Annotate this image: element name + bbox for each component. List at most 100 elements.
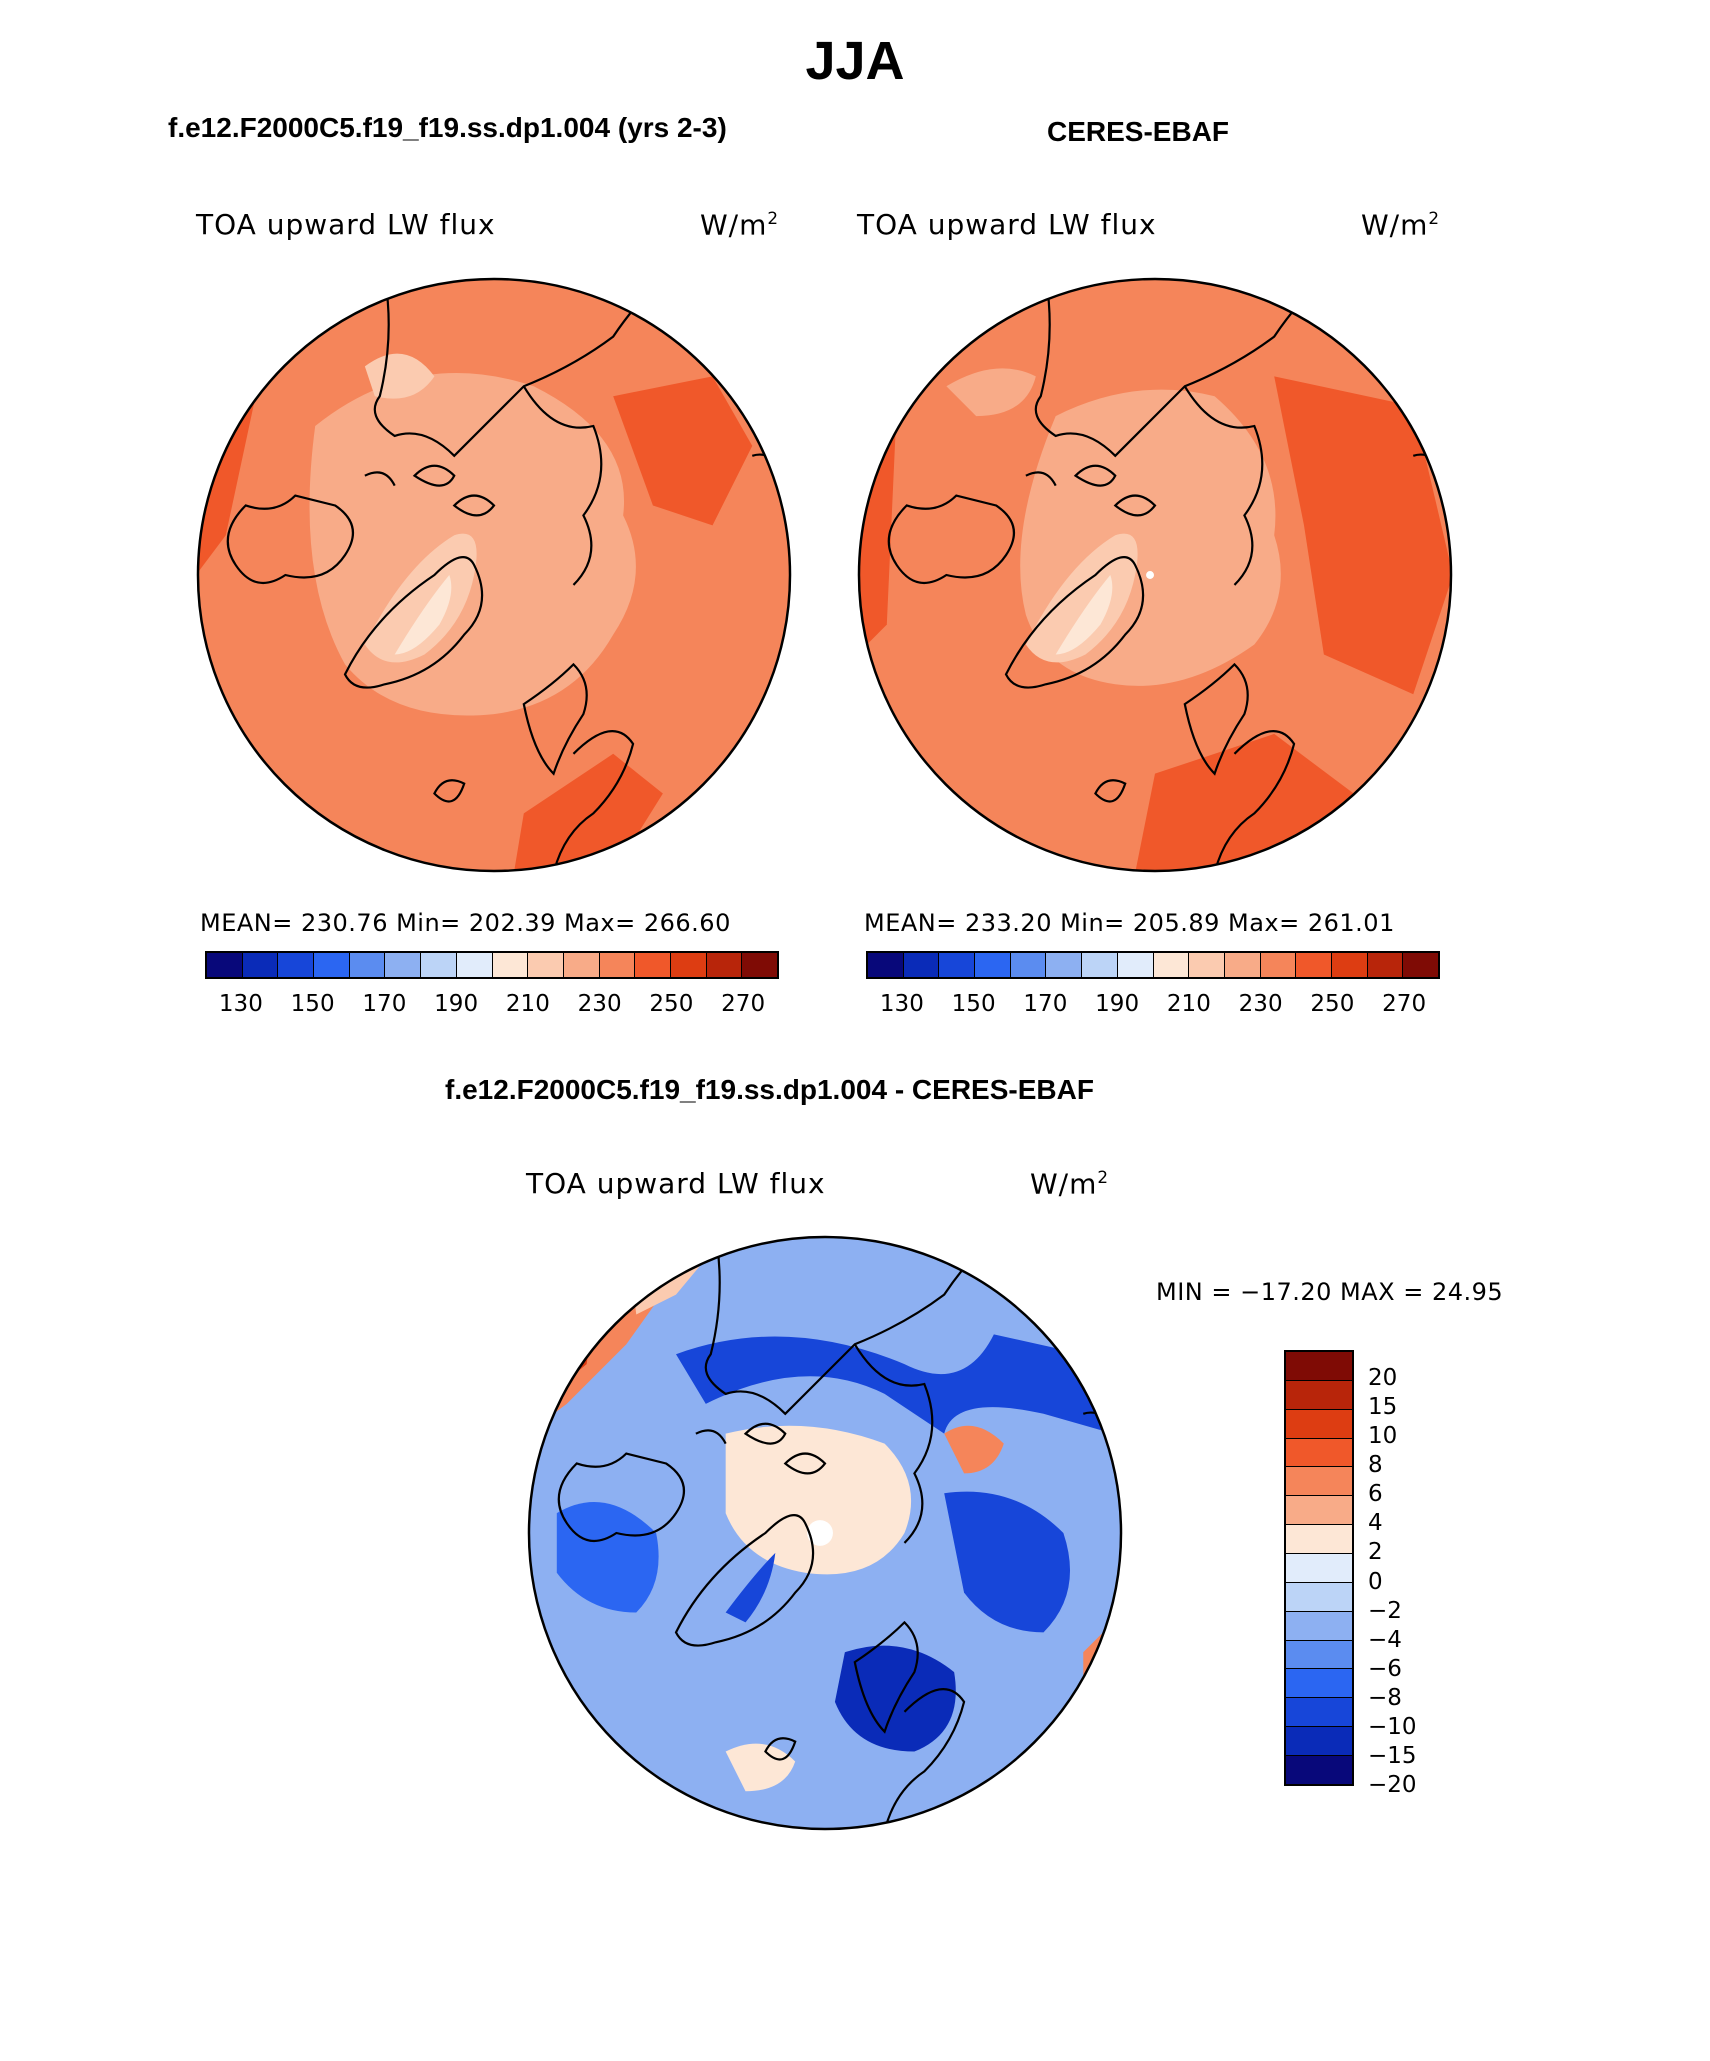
colorbar-cell xyxy=(1260,953,1297,977)
colorbar-cell xyxy=(278,953,315,977)
colorbar-tick-label: 250 xyxy=(649,991,694,1017)
colorbar-tick-label: 250 xyxy=(1310,991,1355,1017)
colorbar-tick-label: 6 xyxy=(1368,1481,1383,1508)
negative-anomaly-region xyxy=(556,1501,659,1613)
diff-panel-polar-map xyxy=(527,1235,1123,1831)
colorbar-cell xyxy=(706,953,743,977)
colorbar-cell xyxy=(1286,1698,1352,1728)
colorbar-tick-label: −15 xyxy=(1368,1742,1417,1769)
colorbar-cell xyxy=(868,953,904,977)
colorbar-cell xyxy=(421,953,457,977)
colorbar-cell xyxy=(1010,953,1047,977)
colorbar-tick-label: −20 xyxy=(1368,1772,1417,1798)
colorbar-cell xyxy=(314,953,350,977)
diff-panel-stats: MIN = −17.20 MAX = 24.95 xyxy=(1156,1278,1504,1306)
colorbar-tick-label: −10 xyxy=(1368,1713,1417,1740)
colorbar-cell xyxy=(1367,953,1404,977)
colorbar-cell xyxy=(1286,1611,1352,1641)
colorbar-cell xyxy=(939,953,976,977)
colorbar-cell xyxy=(1286,1496,1352,1526)
colorbar-cell xyxy=(1117,953,1154,977)
colorbar-cell xyxy=(1286,1438,1352,1468)
colorbar-cell xyxy=(742,953,777,977)
colorbar-cell xyxy=(903,953,940,977)
colorbar-cell xyxy=(207,953,243,977)
panel-2-units-label: W/m2 xyxy=(1361,208,1441,242)
colorbar-cell xyxy=(456,953,493,977)
colorbar-tick-label: −4 xyxy=(1368,1626,1402,1653)
colorbar-tick-label: 20 xyxy=(1368,1365,1398,1392)
colorbar-cell xyxy=(1286,1669,1352,1699)
colorbar-cell xyxy=(1286,1525,1352,1555)
colorbar-cell xyxy=(1224,953,1261,977)
colorbar-cell xyxy=(1082,953,1118,977)
colorbar-cell xyxy=(1286,1640,1352,1670)
colorbar-tick-label: 0 xyxy=(1368,1568,1383,1595)
weak-positive-anomaly xyxy=(725,1425,912,1575)
pole-gap xyxy=(807,1520,833,1546)
colorbar-tick-label: 210 xyxy=(1166,991,1211,1017)
high-flux-region xyxy=(1274,376,1452,695)
colorbar-tick-label: 4 xyxy=(1368,1510,1383,1537)
panel-2-polar-map xyxy=(857,277,1453,873)
panel-2-variable-label: TOA upward LW flux xyxy=(857,208,1157,241)
colorbar-cell xyxy=(1286,1756,1352,1784)
colorbar-cell xyxy=(385,953,422,977)
map-boundary-circle xyxy=(196,277,792,873)
negative-anomaly-band xyxy=(676,1334,1114,1434)
negative-anomaly-region xyxy=(944,1491,1071,1633)
colorbar-tick-label: 15 xyxy=(1368,1394,1398,1421)
colorbar-cell xyxy=(670,953,707,977)
colorbar-cell xyxy=(528,953,564,977)
colorbar-cell xyxy=(1153,953,1190,977)
map-boundary-circle xyxy=(857,277,1453,873)
low-flux-patch xyxy=(946,368,1036,417)
colorbar-cell xyxy=(599,953,636,977)
colorbar-cell xyxy=(1046,953,1083,977)
greenland-core xyxy=(394,575,452,655)
colorbar-cell xyxy=(492,953,529,977)
coastlines xyxy=(205,278,783,872)
colorbar-tick-label: 8 xyxy=(1368,1452,1383,1479)
diff-panel-variable-label: TOA upward LW flux xyxy=(526,1167,826,1200)
colorbar-tick-label: 170 xyxy=(1023,991,1068,1017)
pole-gap xyxy=(1146,571,1155,579)
colorbar-cell xyxy=(1286,1352,1352,1381)
colorbar-cell xyxy=(1286,1467,1352,1497)
colorbar-tick-label: 150 xyxy=(951,991,996,1017)
diff-panel-colorbar xyxy=(1284,1350,1354,1786)
colorbar-cell xyxy=(1286,1727,1352,1757)
colorbar-cell xyxy=(1286,1554,1352,1583)
colorbar-tick-label: 270 xyxy=(721,991,766,1017)
colorbar-tick-label: 210 xyxy=(505,991,550,1017)
colorbar-tick-label: 170 xyxy=(362,991,407,1017)
panel-1-heading: f.e12.F2000C5.f19_f19.ss.dp1.004 (yrs 2-… xyxy=(168,112,727,143)
colorbar-cell xyxy=(563,953,600,977)
colorbar-cell xyxy=(1286,1409,1352,1439)
colorbar-tick-label: 190 xyxy=(1095,991,1140,1017)
high-flux-region xyxy=(613,376,753,526)
colorbar-tick-label: 130 xyxy=(879,991,924,1017)
greenland-region xyxy=(364,533,477,663)
weak-positive-anomaly xyxy=(725,1743,796,1792)
colorbar-tick-label: 230 xyxy=(577,991,622,1017)
panel-1-variable-label: TOA upward LW flux xyxy=(196,208,496,241)
colorbar-cell xyxy=(975,953,1011,977)
colorbar-cell xyxy=(242,953,279,977)
panel-1-stats: MEAN= 230.76 Min= 202.39 Max= 266.60 xyxy=(200,909,731,937)
positive-anomaly-patch xyxy=(944,1425,1004,1474)
main-title: JJA xyxy=(805,31,905,91)
colorbar-cell xyxy=(1403,953,1438,977)
panel-2-colorbar xyxy=(866,951,1440,979)
colorbar-tick-label: −2 xyxy=(1368,1597,1402,1624)
colorbar-cell xyxy=(1189,953,1225,977)
coastlines xyxy=(866,278,1444,872)
colorbar-tick-label: 10 xyxy=(1368,1423,1398,1450)
greenland-negative-core xyxy=(725,1552,776,1623)
panel-2-stats: MEAN= 233.20 Min= 205.89 Max= 261.01 xyxy=(864,909,1395,937)
map-boundary-circle xyxy=(527,1235,1123,1831)
colorbar-cell xyxy=(635,953,671,977)
colorbar-cell xyxy=(349,953,386,977)
colorbar-tick-label: −6 xyxy=(1368,1655,1402,1682)
colorbar-cell xyxy=(1296,953,1332,977)
